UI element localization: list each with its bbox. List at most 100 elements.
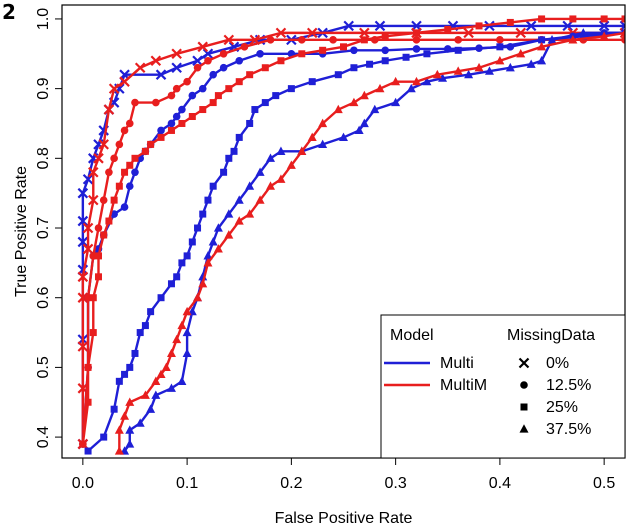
data-point-multim-25-6 [94, 252, 102, 260]
data-point-multi-25-4 [121, 370, 129, 378]
data-point-multim-37-5-3 [125, 397, 135, 406]
data-point-multi-25-0 [84, 447, 92, 455]
data-point-multim-0-10 [98, 139, 109, 150]
data-point-multim-37-5-25 [318, 118, 328, 128]
data-point-multi-37-5-17 [234, 195, 244, 204]
data-point-multi-25-28 [287, 85, 295, 93]
data-point-multim-37-5-18 [245, 209, 255, 218]
data-point-multim-0-6 [82, 222, 94, 234]
data-point-multi-25-27 [272, 92, 280, 100]
data-point-multim-25-8 [105, 217, 113, 225]
data-point-multi-37-5-18 [245, 181, 255, 190]
data-point-multim-12-5-4 [94, 224, 103, 232]
data-point-multim-12-5-22 [329, 36, 337, 44]
data-point-multi-25-22 [230, 147, 238, 155]
data-point-multi-0-29 [598, 20, 610, 32]
data-point-multim-37-5-4 [140, 390, 150, 399]
data-point-multim-0-15 [150, 55, 162, 67]
data-point-multim-25-40 [621, 15, 625, 23]
data-point-multi-25-6 [131, 349, 139, 357]
data-point-multi-37-5-23 [318, 139, 328, 148]
x-tick-label-2: 0.2 [280, 475, 302, 492]
data-point-multi-12-5-20 [219, 63, 228, 72]
data-point-multim-25-18 [178, 119, 186, 127]
data-point-multi-0-5 [77, 187, 89, 199]
data-point-multi-37-5-14 [208, 237, 218, 246]
data-point-multim-25-16 [157, 133, 165, 141]
data-point-multim-0-9 [93, 153, 104, 164]
data-point-multim-25-7 [100, 231, 108, 239]
data-point-multim-25-20 [199, 106, 207, 114]
data-point-multi-37-5-30 [422, 76, 432, 86]
data-point-multim-12-5-6 [105, 168, 113, 177]
data-point-multim-12-5-15 [183, 77, 191, 86]
data-point-multim-0-2 [77, 341, 89, 352]
data-point-multim-37-5-15 [213, 244, 223, 253]
data-point-multi-25-14 [183, 252, 191, 260]
data-point-multi-25-7 [136, 329, 144, 337]
data-point-multim-37-5-9 [172, 334, 182, 344]
data-point-multi-12-5-16 [178, 105, 186, 114]
data-point-multim-12-5-17 [204, 56, 212, 65]
data-point-multim-12-5-24 [412, 36, 421, 44]
data-point-multi-37-5-24 [339, 132, 348, 142]
legend-marker-cross [518, 357, 530, 369]
data-point-multim-37-5-17 [234, 216, 244, 225]
data-point-multi-12-5-21 [235, 56, 244, 65]
data-point-multim-37-5-35 [495, 55, 505, 65]
data-point-multim-37-5-36 [516, 48, 526, 58]
data-point-multi-25-5 [126, 363, 134, 371]
data-point-multi-25-20 [220, 168, 228, 176]
data-point-multim-25-21 [209, 99, 217, 107]
data-point-multi-25-35 [423, 50, 431, 58]
data-point-multim-37-5-38 [568, 35, 578, 44]
data-point-multim-25-1 [84, 398, 92, 406]
data-point-multim-25-0 [79, 440, 87, 448]
legend-marker-triangle [519, 424, 529, 433]
data-point-multim-25-11 [121, 168, 129, 176]
data-point-multi-25-1 [100, 433, 108, 441]
data-point-multi-25-10 [157, 294, 165, 302]
data-point-multim-25-32 [381, 32, 389, 40]
data-point-multi-37-5-34 [505, 62, 515, 72]
data-point-multim-37-5-1 [114, 425, 124, 434]
data-point-multi-0-22 [343, 20, 354, 32]
data-point-multim-25-36 [506, 18, 514, 26]
data-point-multim-12-5-8 [115, 140, 124, 149]
data-point-multim-25-4 [89, 294, 97, 302]
data-point-multi-25-17 [199, 210, 207, 218]
data-point-multi-12-5-27 [412, 45, 421, 53]
data-point-multim-0-24 [463, 27, 474, 39]
legend-marker-circle [520, 381, 528, 389]
data-point-multi-37-5-19 [255, 167, 265, 176]
data-point-multi-25-33 [381, 57, 389, 65]
data-point-multim-25-13 [131, 154, 139, 162]
data-point-multim-37-5-16 [224, 230, 234, 239]
data-point-multim-12-5-16 [193, 63, 202, 72]
data-point-multim-25-28 [298, 50, 306, 58]
data-point-multim-25-26 [261, 64, 269, 72]
data-point-multim-0-18 [223, 34, 235, 46]
series-line-multim-12-5 [81, 38, 625, 445]
data-point-multim-37-5-39 [599, 31, 609, 40]
data-point-multim-25-5 [94, 273, 102, 281]
data-point-multi-25-13 [178, 259, 186, 267]
data-point-multim-25-29 [319, 46, 327, 54]
data-point-multi-25-12 [173, 273, 181, 281]
data-point-multim-37-5-13 [198, 278, 208, 288]
data-point-multi-37-5-1 [125, 439, 135, 448]
data-point-multim-37-5-0 [114, 446, 124, 455]
data-point-multi-25-26 [261, 99, 269, 107]
data-point-multi-37-5-25 [354, 125, 364, 135]
data-point-multim-37-5-23 [297, 146, 307, 155]
data-point-multi-37-5-15 [213, 223, 223, 232]
data-point-multim-37-5-10 [177, 320, 187, 330]
data-point-multim-37-5-11 [182, 306, 192, 316]
data-point-multi-12-5-8 [125, 182, 134, 190]
x-axis-label: False Positive Rate [275, 510, 413, 527]
data-point-multim-25-9 [110, 196, 118, 204]
data-point-multim-25-27 [277, 57, 285, 65]
data-point-multi-12-5-14 [167, 119, 176, 128]
data-point-multim-0-22 [359, 27, 370, 39]
data-point-multim-37-5-7 [161, 362, 171, 371]
